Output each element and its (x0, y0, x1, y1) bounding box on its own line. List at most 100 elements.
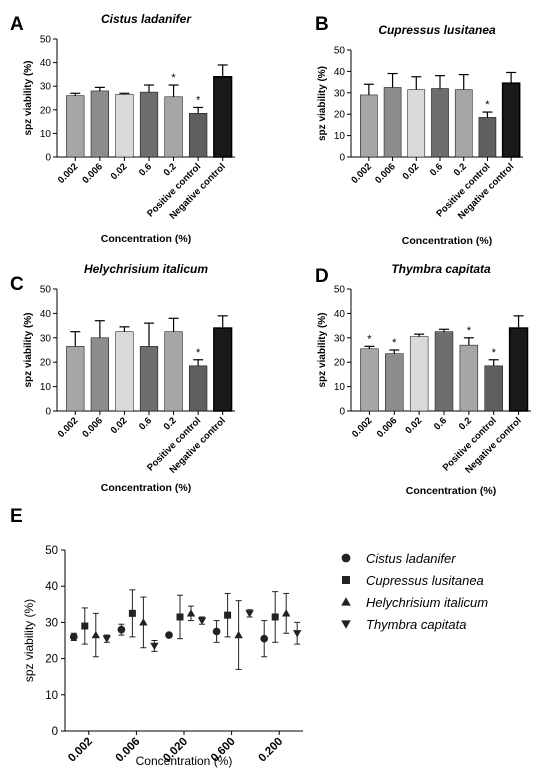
y-tick-label: 20 (334, 358, 346, 369)
data-point-triangle-up (234, 630, 243, 639)
x-tick-label: 0.006 (373, 161, 398, 186)
bar (434, 331, 454, 412)
panel-letter: D (315, 266, 329, 287)
data-point-circle (165, 631, 173, 639)
legend-label: Thymbra capitata (366, 617, 466, 632)
significance-marker: * (492, 347, 497, 359)
data-point-circle (117, 625, 126, 634)
x-tick-label: 0.2 (162, 161, 179, 178)
panel-d-thymbra-capitata: D Thymbra capitata 0 10 20 30 40 50 spz viabilit… (315, 262, 531, 497)
significance-marker: * (392, 337, 397, 349)
y-axis-label: spz viability (%) (317, 312, 328, 387)
data-point-triangle-up (282, 609, 291, 617)
bar (139, 346, 159, 412)
y-tick-label: 0 (45, 153, 51, 164)
y-tick-label: 10 (334, 131, 346, 142)
y-tick-label: 40 (334, 67, 346, 78)
bar (508, 327, 529, 412)
legend-label: Cupressus lusitanea (366, 573, 484, 588)
panel-letter: A (10, 14, 24, 35)
data-point-triangle-up (341, 597, 351, 606)
x-tick-label: 0.6 (432, 415, 449, 432)
data-point-triangle-up (186, 609, 196, 617)
data-point-square (224, 611, 232, 619)
x-axis-label: Concentration (%) (406, 485, 496, 497)
data-point-triangle-down (102, 635, 111, 643)
data-point-square (81, 622, 89, 630)
x-tick-label: 0.2 (457, 415, 474, 432)
y-tick-label: 50 (334, 46, 346, 57)
x-tick-label: 0.6 (428, 161, 445, 178)
panel-letter: E (10, 506, 23, 527)
data-point-triangle-down (197, 617, 207, 625)
y-tick-label: 0 (52, 726, 58, 738)
bar (213, 327, 233, 412)
bar (164, 331, 183, 412)
bar (431, 88, 449, 158)
chart-title: Thymbra capitata (391, 262, 491, 276)
y-tick-label: 50 (40, 285, 52, 296)
y-axis-label: spz viability (%) (23, 60, 34, 135)
panel-letter: B (315, 14, 329, 35)
data-point-circle (341, 553, 351, 563)
x-tick-label: 0.006 (80, 161, 105, 186)
bar (478, 117, 497, 158)
bar (484, 365, 503, 412)
y-tick-label: 30 (334, 88, 346, 99)
bar (90, 337, 109, 412)
data-point-circle (260, 634, 269, 643)
significance-marker: * (171, 72, 176, 84)
data-point-triangle-up (91, 630, 100, 639)
significance-marker: * (485, 99, 490, 111)
y-tick-label: 10 (45, 690, 58, 702)
x-tick-label: 0.02 (403, 415, 424, 436)
data-point-square (271, 613, 279, 621)
legend-label: Cistus ladanifer (366, 551, 456, 566)
x-tick-label: 0.006 (375, 415, 400, 440)
y-tick-label: 40 (334, 309, 346, 320)
x-tick-label: 0.2 (162, 415, 179, 432)
x-tick-label: 0.2 (452, 161, 469, 178)
y-tick-label: 10 (40, 382, 52, 393)
data-point-circle (69, 633, 78, 641)
y-tick-label: 50 (334, 285, 346, 296)
bar (213, 76, 233, 158)
chart-title: Cupressus lusitanea (378, 23, 496, 37)
bar (189, 113, 208, 158)
data-point-triangle-up (139, 618, 148, 626)
bar (66, 346, 85, 412)
y-axis-label: spz viability (%) (22, 599, 36, 682)
y-tick-label: 20 (334, 110, 346, 121)
bar (385, 353, 404, 412)
x-axis-label: Concentration (%) (402, 235, 492, 247)
x-tick-label: 0.02 (401, 161, 422, 182)
bar (115, 94, 134, 158)
y-tick-label: 20 (45, 654, 58, 666)
bar (501, 82, 521, 158)
bar (115, 331, 134, 412)
x-tick-label: 0.02 (109, 415, 130, 436)
data-point-square (176, 613, 184, 621)
chart-title: Helychrisium italicum (84, 262, 208, 276)
panel-c-helychrisium-italicum: C Helychrisium italicum 0 10 20 30 40 50 spz via… (10, 262, 235, 494)
x-tick-label: 0.200 (256, 736, 285, 765)
data-point-square (342, 576, 350, 584)
bar (454, 89, 473, 158)
y-tick-label: 30 (40, 333, 52, 344)
x-axis-label: Concentration (%) (136, 754, 233, 768)
x-tick-label: 0.002 (66, 736, 95, 765)
bar (139, 91, 159, 158)
y-tick-label: 30 (45, 617, 58, 629)
bar (459, 344, 479, 412)
y-tick-label: 0 (339, 153, 345, 164)
x-tick-label: 0.6 (137, 415, 154, 432)
chart-title: Cistus ladanifer (101, 12, 192, 26)
significance-marker: * (467, 325, 472, 337)
panel-b-cupressus-lusitanea: B Cupressus lusitanea 0 10 20 30 40 50 spz viabi… (315, 14, 523, 247)
data-point-triangle-down (245, 610, 254, 618)
y-tick-label: 20 (40, 105, 52, 116)
y-tick-label: 40 (40, 309, 52, 320)
panel-a-cistus-ladanifer: A Cistus ladanifer 0 10 20 30 40 50 spz viabilit… (10, 12, 235, 245)
y-tick-label: 40 (45, 581, 58, 593)
